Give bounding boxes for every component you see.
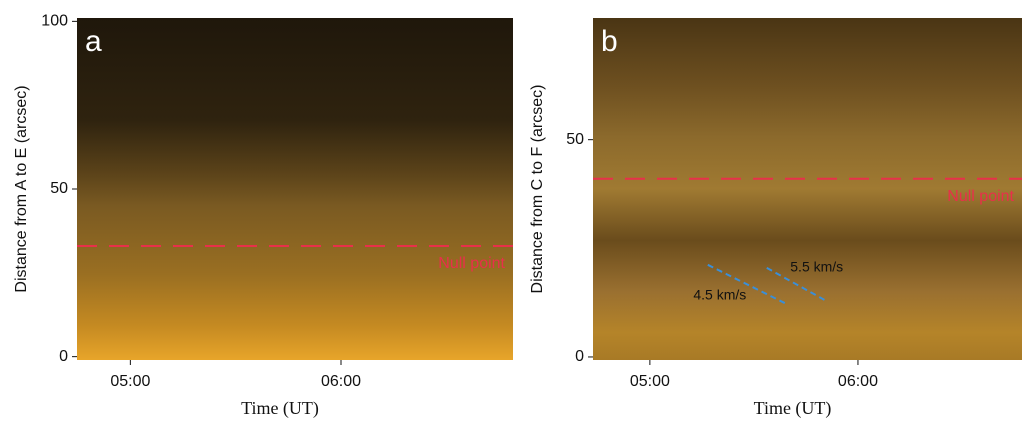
y-tick-label: 50 xyxy=(566,131,584,148)
y-axis-title: Distance from A to E (arcsec) xyxy=(13,85,30,292)
x-tick-label: 05:00 xyxy=(630,373,670,390)
y-tick-label: 50 xyxy=(50,180,68,197)
y-tick-label: 100 xyxy=(41,13,68,30)
x-axis-title: Time (UT) xyxy=(241,398,319,419)
fit-line xyxy=(766,266,829,303)
y-tick-label: 0 xyxy=(575,348,584,365)
y-tick-label: 0 xyxy=(59,348,68,365)
x-tick-label: 06:00 xyxy=(321,373,361,390)
panel-label: a xyxy=(85,25,102,58)
x-axis-title: Time (UT) xyxy=(754,398,832,419)
fit-label: 4.5 km/s xyxy=(693,287,746,303)
null-point-label: Null point xyxy=(947,188,1014,205)
fit-label: 5.5 km/s xyxy=(790,259,843,275)
y-axis-title: Distance from C to F (arcsec) xyxy=(529,85,546,294)
image-background xyxy=(77,18,513,360)
x-tick-label: 06:00 xyxy=(838,373,878,390)
image-background xyxy=(593,18,1022,360)
panel-label: b xyxy=(601,25,618,58)
fit-line xyxy=(707,263,786,304)
null-point-label: Null point xyxy=(438,255,505,272)
x-tick-label: 05:00 xyxy=(110,373,150,390)
